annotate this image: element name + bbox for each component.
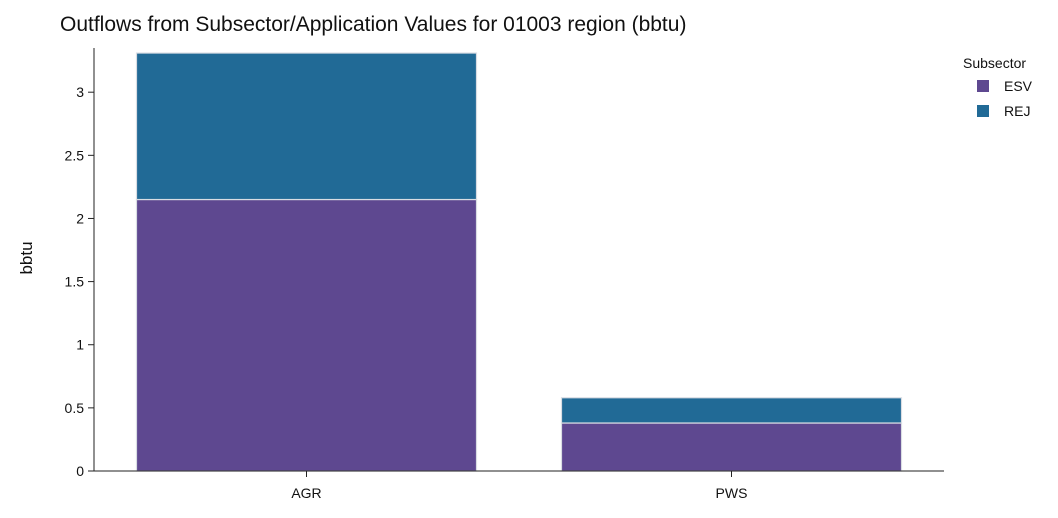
y-tick-label: 1 <box>76 337 84 353</box>
y-tick-label: 2 <box>76 210 84 226</box>
legend-swatch-esv <box>977 80 989 92</box>
y-tick-label: 0.5 <box>65 400 85 416</box>
bars <box>135 52 903 472</box>
legend-items: ESV REJ <box>977 78 1033 119</box>
bar-pws-esv <box>560 422 903 472</box>
bar-agr-esv <box>135 198 478 472</box>
legend-title: Subsector <box>963 55 1026 71</box>
y-tick-label: 0 <box>76 463 84 479</box>
chart-title: Outflows from Subsector/Application Valu… <box>60 13 686 36</box>
bar-agr-rej <box>135 52 478 201</box>
legend: Subsector ESV REJ <box>963 55 1033 119</box>
y-tick-label: 3 <box>76 84 84 100</box>
legend-label-rej: REJ <box>1004 103 1030 119</box>
y-tick-label: 1.5 <box>65 274 85 290</box>
x-tick-label: PWS <box>716 485 748 501</box>
legend-label-esv: ESV <box>1004 78 1033 94</box>
x-tick-label: AGR <box>291 485 321 501</box>
axes: AGR PWS 0 0.5 1 1.5 2 2.5 3 <box>65 48 944 501</box>
y-tick-label: 2.5 <box>65 147 85 163</box>
legend-swatch-rej <box>977 105 989 117</box>
y-axis-title: bbtu <box>17 241 36 274</box>
bar-pws-rej <box>560 397 903 424</box>
